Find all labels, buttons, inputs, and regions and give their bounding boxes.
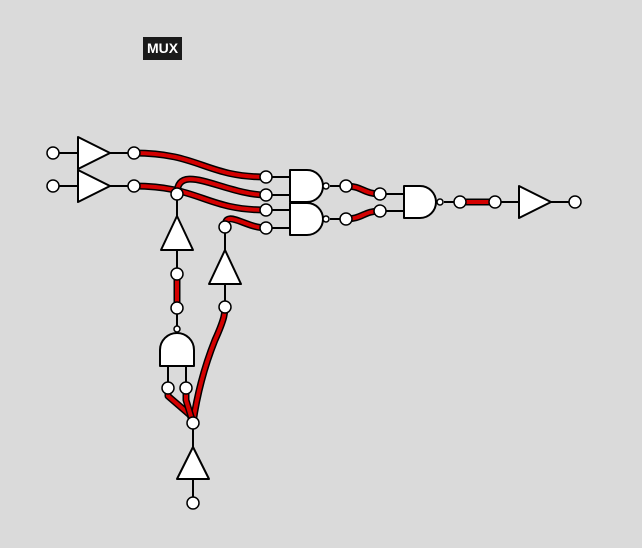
input-pin-select[interactable] (186, 496, 200, 510)
pin[interactable] (373, 187, 387, 201)
output-pin[interactable] (568, 195, 582, 209)
pin[interactable] (218, 300, 232, 314)
pin[interactable] (259, 221, 273, 235)
pin[interactable] (170, 301, 184, 315)
buffer-select[interactable] (160, 215, 194, 251)
pin[interactable] (488, 195, 502, 209)
and-gate-vertical[interactable] (159, 325, 195, 367)
pin[interactable] (373, 204, 387, 218)
wire-sel-to-and1 (173, 175, 270, 199)
component-title-badge: MUX (143, 37, 183, 60)
pin[interactable] (259, 188, 273, 202)
pin[interactable] (170, 267, 184, 281)
wire-a-to-and1 (130, 149, 270, 181)
pin[interactable] (127, 179, 141, 193)
nand-gate-2[interactable] (289, 202, 330, 236)
input-pin-a[interactable] (46, 146, 60, 160)
pin[interactable] (186, 416, 200, 430)
input-pin-b[interactable] (46, 179, 60, 193)
pin[interactable] (259, 203, 273, 217)
nand-gate-output[interactable] (403, 185, 444, 219)
pin[interactable] (127, 146, 141, 160)
pins (46, 146, 582, 510)
wire-bottom-to-buffer (189, 303, 229, 427)
pin[interactable] (170, 187, 184, 201)
buffer-input-b[interactable] (77, 169, 111, 203)
pin[interactable] (179, 381, 193, 395)
buffer-input-a[interactable] (77, 136, 111, 170)
pin[interactable] (161, 381, 175, 395)
pin[interactable] (339, 179, 353, 193)
pin[interactable] (218, 220, 232, 234)
nand-gate-1[interactable] (289, 169, 330, 203)
wire-b-to-and2 (130, 182, 270, 214)
buffer-output[interactable] (518, 185, 552, 219)
buffer-select-inverted[interactable] (208, 249, 242, 285)
pin[interactable] (259, 170, 273, 184)
buffer-bottom[interactable] (176, 446, 210, 480)
pin[interactable] (453, 195, 467, 209)
pin[interactable] (339, 212, 353, 226)
